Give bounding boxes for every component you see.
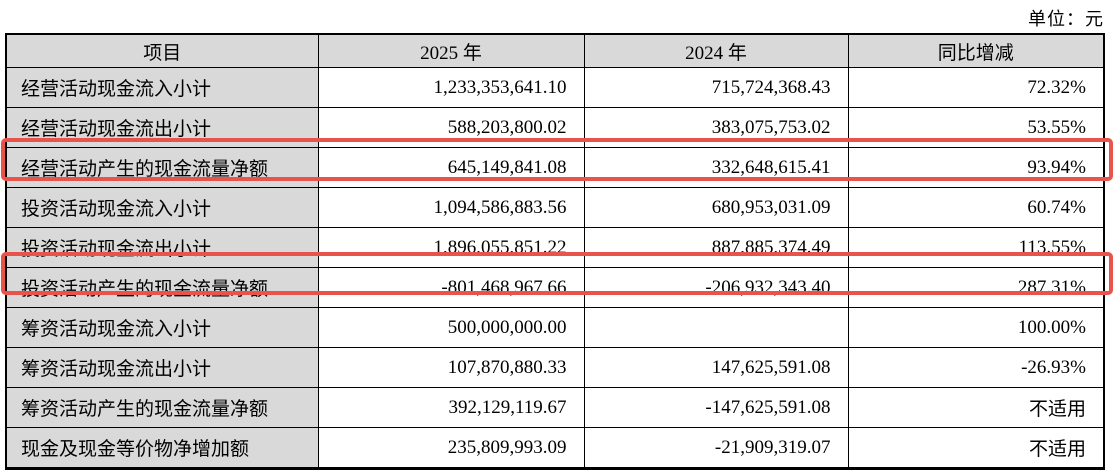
item-cell: 投资活动产生的现金流量净额 (5, 267, 319, 308)
table-body: 经营活动现金流入小计 1,233,353,641.10 715,724,368.43… (5, 67, 1105, 469)
value-2025-cell: 235,809,993.09 (317, 427, 585, 469)
table-row: 投资活动产生的现金流量净额 -801,468,967.66 -206,932,343… (5, 267, 1105, 308)
value-2024-cell: 332,648,615.41 (583, 147, 849, 188)
value-2025-cell: 500,000,000.00 (317, 307, 585, 348)
value-2025-cell: 645,149,841.08 (317, 147, 585, 188)
value-2025-cell: 588,203,800.02 (317, 107, 585, 148)
item-cell: 筹资活动产生的现金流量净额 (5, 387, 319, 428)
header-row: 项目 2025 年 2024 年同比增减 (5, 33, 1105, 68)
table-row: 筹资活动现金流入小计 500,000,000.00 100.00% (5, 307, 1105, 348)
table-row: 现金及现金等价物净增加额 235,809,993.09 -21,909,319.07… (5, 427, 1105, 469)
value-2025-cell: -801,468,967.66 (317, 267, 585, 308)
yoy-cell: 53.55% (847, 107, 1105, 148)
column-header-3: 同比增减 (847, 33, 1105, 68)
item-cell: 投资活动现金流入小计 (5, 187, 319, 228)
table-row: 筹资活动产生的现金流量净额 392,129,119.67 -147,625,591.… (5, 387, 1105, 428)
value-2024-cell: -21,909,319.07 (583, 427, 849, 469)
table-row: 投资活动现金流出小计 1,896,055,851.22 887,885,374.49… (5, 227, 1105, 268)
yoy-cell: 113.55% (847, 227, 1105, 268)
value-2024-cell: 887,885,374.49 (583, 227, 849, 268)
item-cell: 经营活动产生的现金流量净额 (5, 147, 319, 188)
yoy-cell: -26.93% (847, 347, 1105, 388)
value-2025-cell: 1,094,586,883.56 (317, 187, 585, 228)
yoy-cell: 不适用 (847, 427, 1105, 469)
value-2025-cell: 107,870,880.33 (317, 347, 585, 388)
value-2024-cell: 383,075,753.02 (583, 107, 849, 148)
value-2024-cell: 715,724,368.43 (583, 67, 849, 108)
value-2025-cell: 1,233,353,641.10 (317, 67, 585, 108)
yoy-cell: 93.94% (847, 147, 1105, 188)
item-cell: 经营活动现金流入小计 (5, 67, 319, 108)
value-2024-cell: 680,953,031.09 (583, 187, 849, 228)
value-2024-cell (583, 307, 849, 348)
item-cell: 现金及现金等价物净增加额 (5, 427, 319, 469)
value-2025-cell: 392,129,119.67 (317, 387, 585, 428)
value-2025-cell: 1,896,055,851.22 (317, 227, 585, 268)
item-cell: 经营活动现金流出小计 (5, 107, 319, 148)
item-cell: 投资活动现金流出小计 (5, 227, 319, 268)
table-row: 经营活动产生的现金流量净额 645,149,841.08 332,648,615.4… (5, 147, 1105, 188)
table-row: 投资活动现金流入小计 1,094,586,883.56 680,953,031.09… (5, 187, 1105, 228)
yoy-cell: 100.00% (847, 307, 1105, 348)
table-row: 经营活动现金流出小计 588,203,800.02 383,075,753.02 53… (5, 107, 1105, 148)
yoy-cell: 287.31% (847, 267, 1105, 308)
cash-flow-table: 项目 2025 年 2024 年同比增减 经营活动现金流入小计 1,233,353,6… (5, 33, 1105, 470)
column-header-1: 2025 年 (317, 33, 585, 68)
item-cell: 筹资活动现金流入小计 (5, 307, 319, 348)
yoy-cell: 不适用 (847, 387, 1105, 428)
column-header-2: 2024 年 (583, 33, 849, 68)
unit-label: 单位：元 (1028, 9, 1104, 29)
value-2024-cell: -206,932,343.40 (583, 267, 849, 308)
value-2024-cell: 147,625,591.08 (583, 347, 849, 388)
column-header-0: 项目 (5, 33, 319, 68)
document-page: { "page": { "unit_label": "单位：元" }, "col… (1, 9, 1113, 470)
yoy-cell: 60.74% (847, 187, 1105, 228)
table-row: 经营活动现金流入小计 1,233,353,641.10 715,724,368.43… (5, 67, 1105, 108)
table-row: 筹资活动现金流出小计 107,870,880.33 147,625,591.08 -2… (5, 347, 1105, 388)
yoy-cell: 72.32% (847, 67, 1105, 108)
value-2024-cell: -147,625,591.08 (583, 387, 849, 428)
item-cell: 筹资活动现金流出小计 (5, 347, 319, 388)
